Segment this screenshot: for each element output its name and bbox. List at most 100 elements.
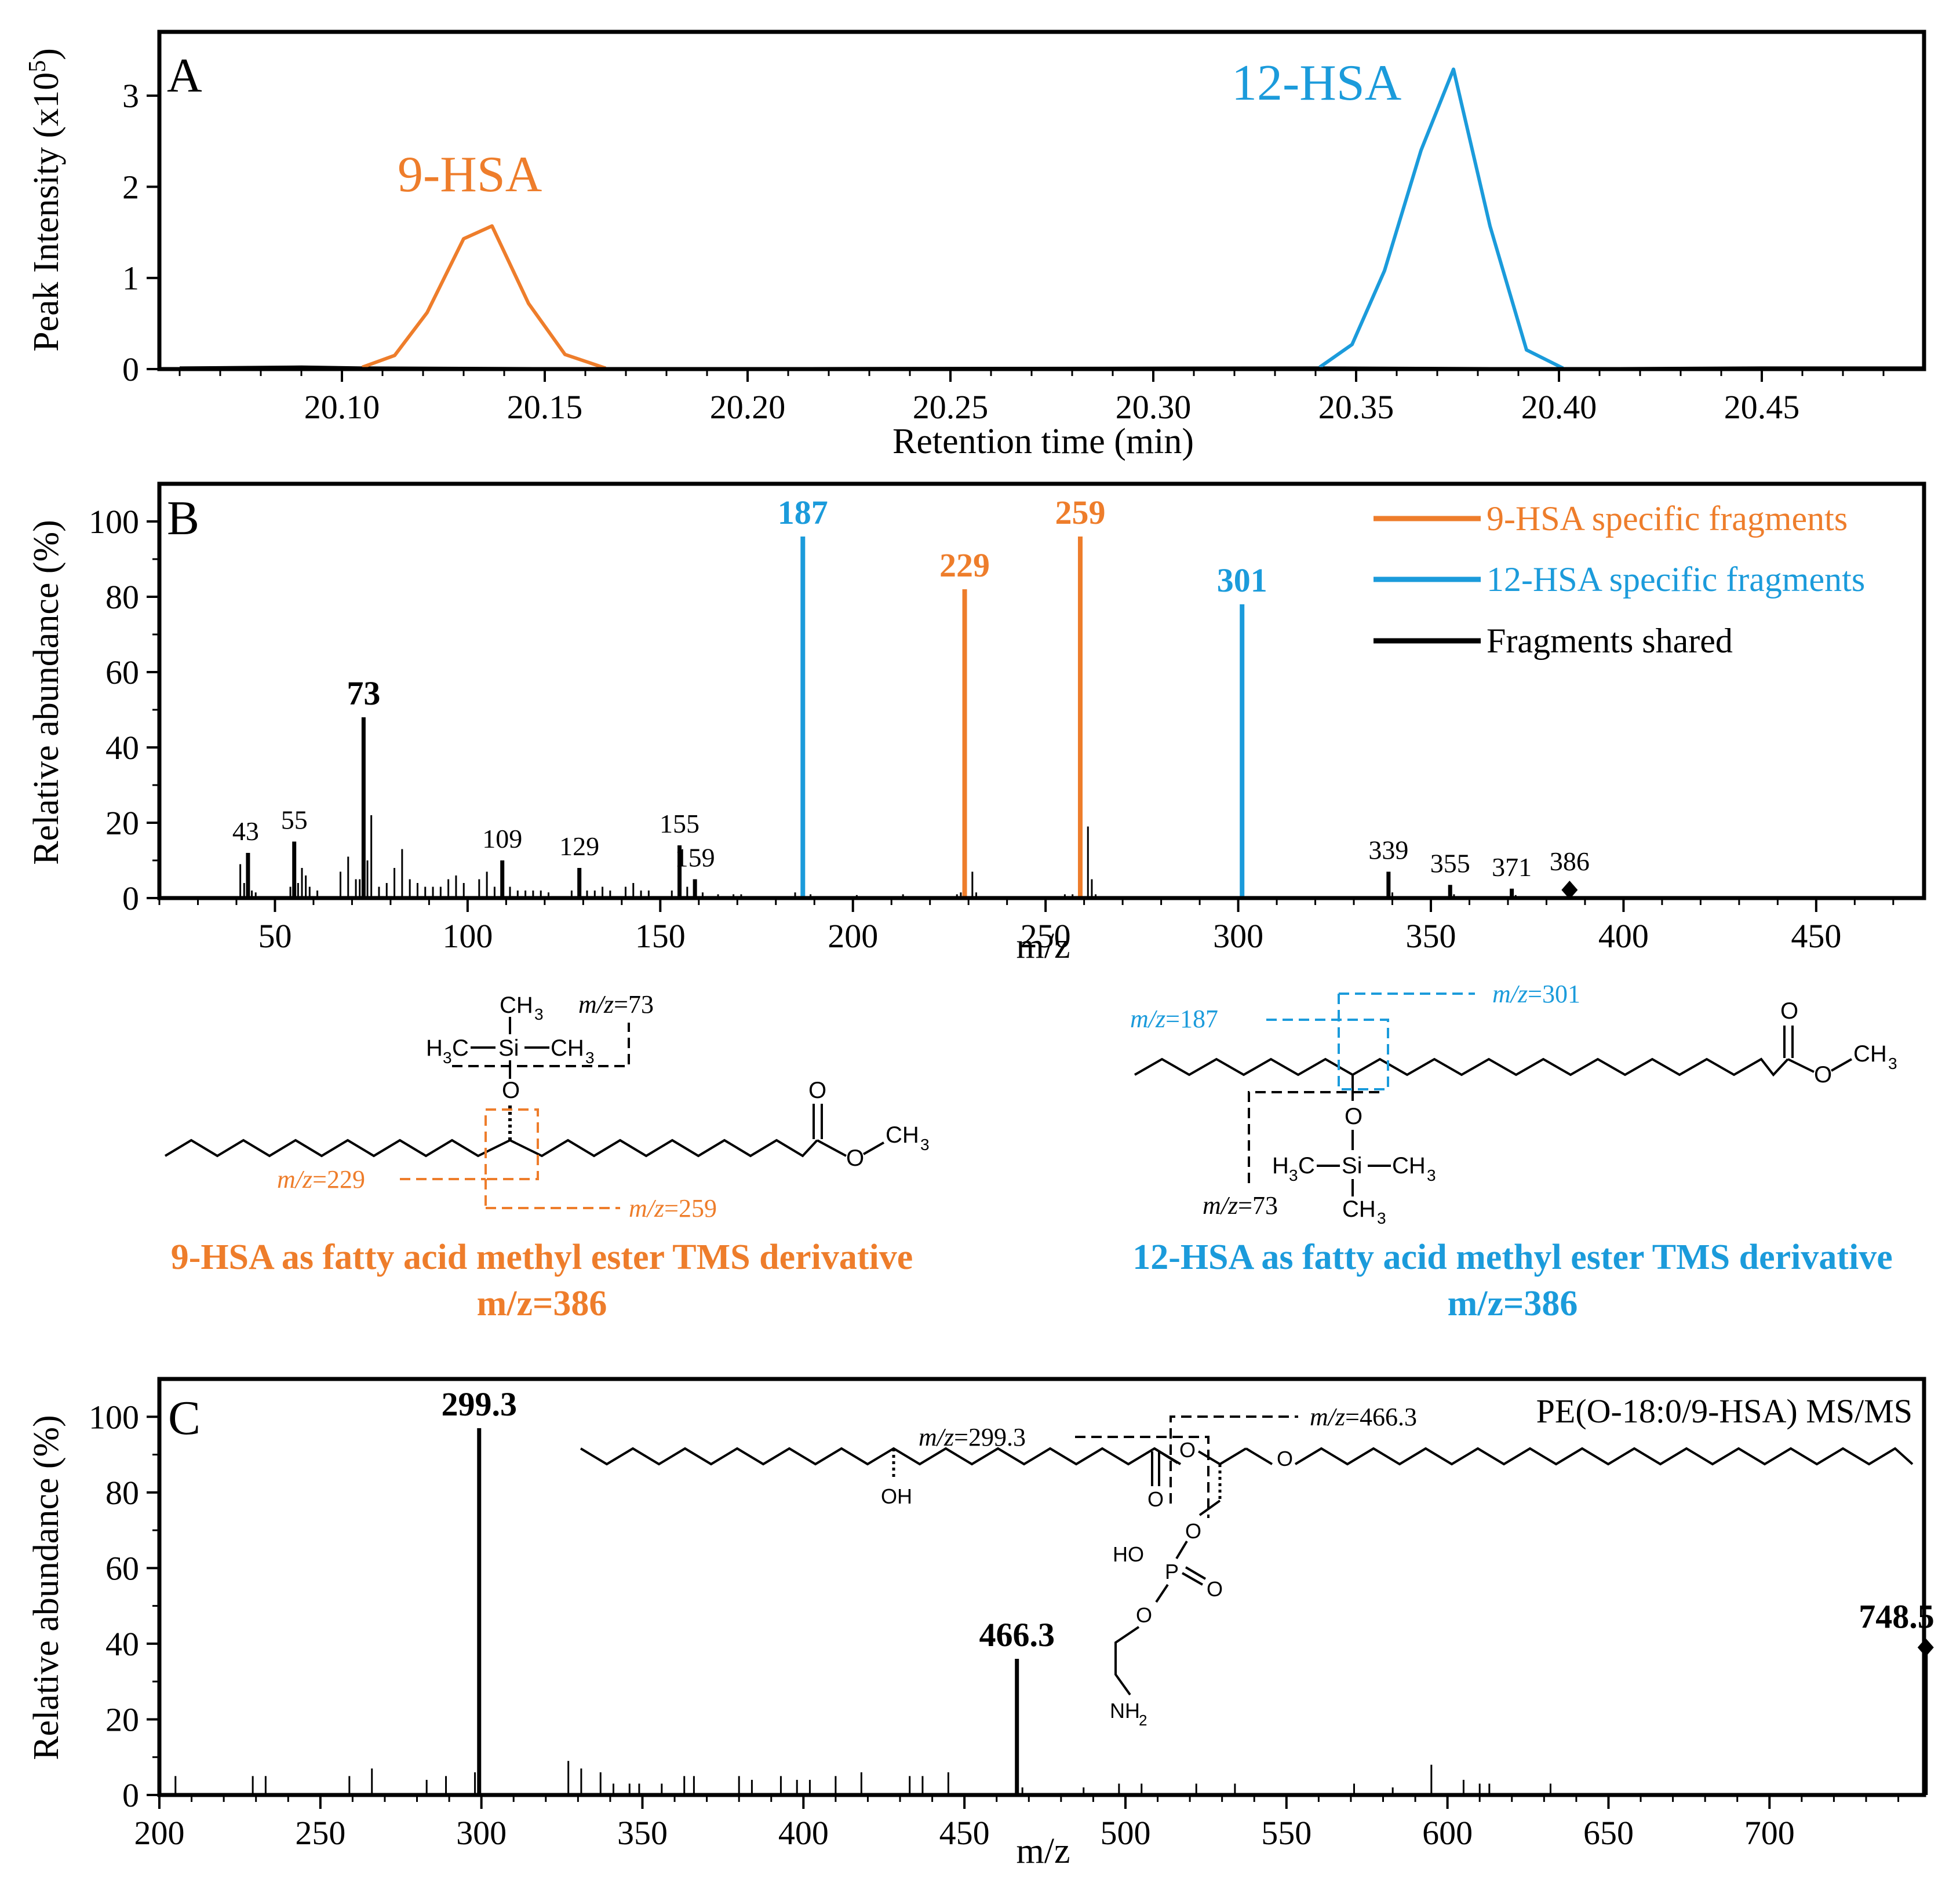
panel-a-y-tick-labels: 0 1 2 3 (122, 77, 139, 388)
p-o-bond (1155, 1583, 1169, 1603)
panel-b-y-axis-label: Relative abundance (%) (27, 520, 66, 865)
frag-229-label: m/z=229 (277, 1165, 365, 1194)
ethanolamine-chain (1114, 1626, 1140, 1696)
peak-label-371: 371 (1492, 852, 1532, 882)
x-tick-label: 650 (1583, 1814, 1634, 1852)
panel-a-x-axis-label: Retention time (min) (892, 422, 1194, 461)
x-tick-label: 50 (258, 917, 292, 955)
frag-mz-italic: m/z (1492, 980, 1528, 1008)
frag-mz-italic: m/z (578, 990, 614, 1019)
panel-b-label: B (167, 491, 199, 545)
x-tick-label: 250 (295, 1814, 345, 1852)
x-tick-label: 300 (456, 1814, 507, 1852)
panel-b-peak-labels: 43 55 73 109 129 155 159 187 229 259 301 339 355 371 3… (232, 494, 1590, 882)
peak-label-9-hsa: 9-HSA (398, 147, 542, 203)
acyl-ester-bond (1153, 1447, 1179, 1464)
frag-value: =229 (312, 1165, 365, 1194)
frag-299-bracket (1075, 1436, 1209, 1518)
panel-c: C PE(O-18:0/9-HSA) MS/MS 200 250 300 350 400… (27, 1377, 1935, 1871)
structure-9-hsa: O O CH 3 O Si H 3 C CH 3 CH 3 m/z=73 m/z… (164, 990, 930, 1323)
structure-12-hsa: O O CH 3 O Si H 3 C CH 3 CH 3 m/z=187 m/… (1130, 980, 1897, 1323)
peak-label-55: 55 (281, 805, 308, 835)
si-methyl-right-sub: 3 (1427, 1166, 1436, 1184)
peak-label-73: 73 (347, 674, 380, 712)
x-tick-label: 20.35 (1318, 388, 1394, 426)
frag-mz-italic: m/z (629, 1194, 664, 1223)
peak-label-259: 259 (1055, 494, 1105, 531)
x-tick-label: 600 (1422, 1814, 1473, 1852)
panel-c-x-tick-labels: 200 250 300 350 400 450 500 550 600 650 700 (134, 1814, 1795, 1852)
phosphate-oxo: O (1207, 1577, 1223, 1601)
panel-c-y-axis-label: Relative abundance (%) (27, 1415, 66, 1760)
si-methyl-left: H (426, 1035, 443, 1061)
si-methyl-top-sub: 3 (534, 1005, 544, 1023)
x-tick-label: 20.10 (304, 388, 380, 426)
peak-label-159: 159 (675, 843, 715, 873)
frag-73-bracket (452, 1023, 630, 1067)
peak-label-109: 109 (482, 824, 522, 853)
x-tick-label: 20.25 (913, 388, 989, 426)
panel-b-x-tick-labels: 50 100 150 200 250 300 350 400 450 (258, 917, 1841, 955)
carbonyl-oxygen: O (1780, 998, 1798, 1024)
x-tick-label: 550 (1261, 1814, 1311, 1852)
frag-mz-italic: m/z (919, 1423, 954, 1451)
phosphate-hydroxyl: HO (1113, 1542, 1144, 1566)
panel-c-x-axis-label: m/z (1017, 1831, 1070, 1871)
phosphate-ester-oxygen: O (1136, 1603, 1152, 1627)
frag-301-label: m/z=301 (1492, 980, 1580, 1008)
x-tick-label: 500 (1100, 1814, 1150, 1852)
frag-value: =299.3 (954, 1423, 1026, 1451)
frag-229-259-box (484, 1108, 539, 1180)
panel-a-x-tick-labels: 20.10 20.15 20.20 20.25 20.30 20.35 20.40 20.45 (304, 388, 1800, 426)
frag-73-label: m/z=73 (578, 990, 654, 1019)
panel-c-label: C (168, 1391, 201, 1445)
legend-label-9-hsa: 9-HSA specific fragments (1487, 499, 1848, 538)
y-tick-label: 2 (122, 168, 139, 206)
x-tick-label: 450 (1791, 917, 1841, 955)
peak-label-187: 187 (778, 494, 828, 531)
p-o-double-1 (1182, 1572, 1203, 1586)
peak-label-466.3: 466.3 (979, 1616, 1055, 1654)
panel-a-label: A (167, 49, 202, 103)
carbonyl-oxygen: O (808, 1078, 826, 1103)
y-axis-label-superscript: 5 (24, 60, 51, 72)
y-tick-label: 0 (122, 880, 139, 917)
panel-b-legend: 9-HSA specific fragments 12-HSA specific… (1374, 499, 1865, 660)
panel-c-title: PE(O-18:0/9-HSA) MS/MS (1536, 1392, 1912, 1430)
frag-73-bracket (1248, 1091, 1379, 1188)
x-tick-label: 20.15 (507, 388, 583, 426)
ester-methyl-sub: 3 (1888, 1055, 1897, 1072)
y-tick-label: 3 (122, 77, 139, 115)
ester-oxygen: O (1814, 1062, 1832, 1088)
frag-value: =73 (1238, 1191, 1278, 1220)
x-tick-label: 20.30 (1116, 388, 1192, 426)
si-methyl-left-c: C (452, 1035, 469, 1061)
panel-b-frame (157, 481, 1926, 900)
amine: NH (1110, 1699, 1140, 1723)
chain-acyl (580, 1447, 1182, 1466)
panel-b-x-axis-label: m/z (1017, 926, 1070, 966)
panel-c-frame (157, 1377, 1926, 1797)
peak-label-299.3: 299.3 (442, 1385, 518, 1423)
x-tick-label: 20.20 (710, 388, 786, 426)
si-methyl-right: CH (551, 1035, 584, 1061)
structure-pe: O O O OH O P HO O O NH 2 m/z=466.3 (580, 1403, 1914, 1729)
frag-value: =466.3 (1345, 1403, 1417, 1431)
peak-label-301: 301 (1217, 561, 1267, 599)
silicon: Si (498, 1035, 519, 1061)
frag-value: =259 (664, 1194, 717, 1223)
y-tick-label: 1 (122, 260, 139, 297)
si-methyl-left-c: C (1298, 1153, 1315, 1178)
tms-oxygen: O (1345, 1104, 1362, 1129)
si-methyl-top: CH (500, 993, 533, 1018)
peak-label-386: 386 (1550, 847, 1590, 876)
si-methyl-right: CH (1392, 1153, 1426, 1178)
y-axis-label-main: Peak Intensity (x10 (27, 72, 66, 352)
tms-oxygen: O (502, 1078, 520, 1103)
glycerol-bond-2 (1219, 1447, 1247, 1465)
x-tick-label: 200 (828, 917, 878, 955)
peak-label-339: 339 (1368, 835, 1408, 865)
carbonyl-oxygen: O (1147, 1487, 1164, 1511)
x-tick-label: 400 (778, 1814, 829, 1852)
ester-bond (1787, 1058, 1815, 1073)
